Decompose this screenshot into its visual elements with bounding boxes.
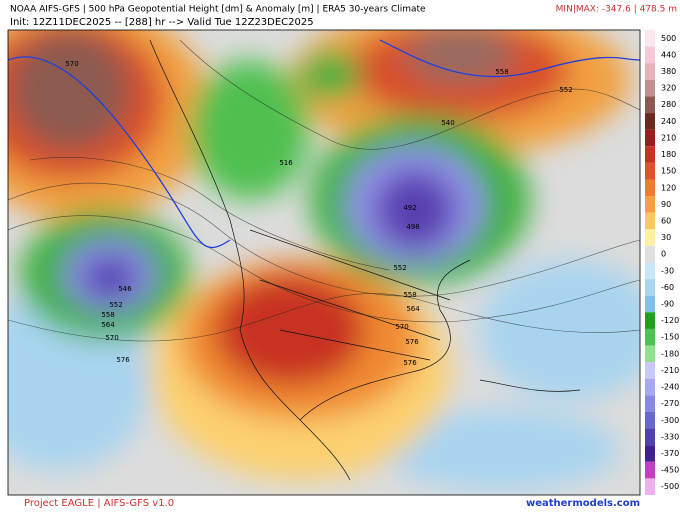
colorbar-swatch bbox=[645, 345, 655, 363]
colorbar-label: -330 bbox=[661, 432, 679, 441]
colorbar-swatch bbox=[645, 328, 655, 346]
colorbar-swatch bbox=[645, 46, 655, 64]
footer-left: Project EAGLE | AIFS-GFS v1.0 bbox=[24, 498, 174, 509]
colorbar-label: 150 bbox=[661, 167, 676, 176]
contour-label: 558 bbox=[495, 68, 508, 76]
colorbar-label: 60 bbox=[661, 216, 671, 225]
contour-label: 570 bbox=[395, 323, 408, 331]
colorbar-label: 500 bbox=[661, 34, 676, 43]
colorbar-swatch bbox=[645, 146, 655, 163]
contour-label: 552 bbox=[393, 264, 406, 272]
contour-label: 558 bbox=[403, 291, 416, 299]
colorbar-swatch bbox=[645, 129, 655, 147]
colorbar-label: -450 bbox=[661, 466, 679, 475]
colorbar-swatch bbox=[645, 445, 655, 462]
colorbar-label: 180 bbox=[661, 150, 676, 159]
min-max: MIN|MAX: -347.6 | 478.5 m bbox=[556, 5, 677, 15]
colorbar-label: -210 bbox=[661, 366, 679, 375]
colorbar-swatch bbox=[645, 196, 655, 213]
colorbar-swatch bbox=[645, 478, 655, 495]
contour-label: 564 bbox=[101, 321, 115, 329]
footer-right: weathermodels.com bbox=[526, 498, 640, 509]
contour-label: 552 bbox=[559, 86, 572, 94]
colorbar-swatch bbox=[645, 362, 655, 379]
contour-label: 558 bbox=[101, 311, 114, 319]
colorbar-label: 90 bbox=[661, 200, 671, 209]
colorbar-swatch bbox=[645, 428, 655, 446]
contour-label: 570 bbox=[65, 60, 78, 68]
colorbar-label: -500 bbox=[661, 482, 679, 491]
colorbar-swatch bbox=[645, 312, 655, 329]
colorbar: 500 440 380 320 280 240 210 180 150 120 90 60 30 0 -30… bbox=[645, 30, 679, 495]
colorbar-label: 120 bbox=[661, 183, 676, 192]
colorbar-swatch bbox=[645, 63, 655, 80]
colorbar-swatch bbox=[645, 212, 655, 230]
colorbar-label: 30 bbox=[661, 233, 671, 242]
colorbar-swatch bbox=[645, 411, 655, 429]
colorbar-label: -60 bbox=[661, 283, 674, 292]
contour-label: 576 bbox=[116, 356, 130, 364]
colorbar-swatch bbox=[645, 262, 655, 280]
colorbar-swatch bbox=[645, 79, 655, 97]
colorbar-label: 240 bbox=[661, 117, 676, 126]
colorbar-label: -300 bbox=[661, 416, 679, 425]
colorbar-label: -90 bbox=[661, 300, 674, 309]
colorbar-label: -180 bbox=[661, 349, 679, 358]
contour-label: 576 bbox=[403, 359, 417, 367]
colorbar-label: 210 bbox=[661, 133, 676, 142]
colorbar-label: -370 bbox=[661, 449, 679, 458]
colorbar-swatch bbox=[645, 295, 655, 313]
colorbar-label: -150 bbox=[661, 333, 679, 342]
contour-label: 552 bbox=[109, 301, 122, 309]
colorbar-label: 0 bbox=[661, 250, 666, 259]
contour-label: 540 bbox=[441, 119, 454, 127]
colorbar-swatch bbox=[645, 395, 655, 412]
colorbar-swatch bbox=[645, 113, 655, 130]
colorbar-label: -240 bbox=[661, 383, 679, 392]
contour-label: 492 bbox=[403, 204, 416, 212]
init-line: Init: 12Z11DEC2025 -- [288] hr --> Valid… bbox=[10, 17, 314, 28]
contour-label: 498 bbox=[406, 223, 419, 231]
colorbar-label: 380 bbox=[661, 67, 676, 76]
colorbar-swatch bbox=[645, 378, 655, 396]
colorbar-label: -120 bbox=[661, 316, 679, 325]
contour-label: 546 bbox=[118, 285, 132, 293]
colorbar-label: 280 bbox=[661, 100, 676, 109]
colorbar-swatch bbox=[645, 245, 655, 263]
colorbar-swatch bbox=[645, 96, 655, 114]
colorbar-label: -270 bbox=[661, 399, 679, 408]
colorbar-swatch bbox=[645, 30, 655, 47]
contour-labels: 570 558 552 546 552 558 564 570 576 492 498 516 540 5… bbox=[65, 60, 572, 367]
colorbar-swatch bbox=[645, 279, 655, 296]
contour-label: 564 bbox=[406, 305, 420, 313]
colorbar-label: 320 bbox=[661, 84, 676, 93]
contour-label: 516 bbox=[279, 159, 293, 167]
contour-label: 576 bbox=[405, 338, 419, 346]
colorbar-swatch bbox=[645, 162, 655, 180]
colorbar-swatch bbox=[645, 179, 655, 197]
map-frame bbox=[7, 29, 641, 496]
contour-label: 570 bbox=[105, 334, 118, 342]
map bbox=[8, 30, 640, 495]
colorbar-label: 440 bbox=[661, 50, 676, 59]
colorbar-label: -30 bbox=[661, 266, 674, 275]
title: NOAA AIFS-GFS | 500 hPa Geopotential Hei… bbox=[10, 5, 426, 15]
colorbar-swatch bbox=[645, 229, 655, 246]
colorbar-swatch bbox=[645, 461, 655, 479]
